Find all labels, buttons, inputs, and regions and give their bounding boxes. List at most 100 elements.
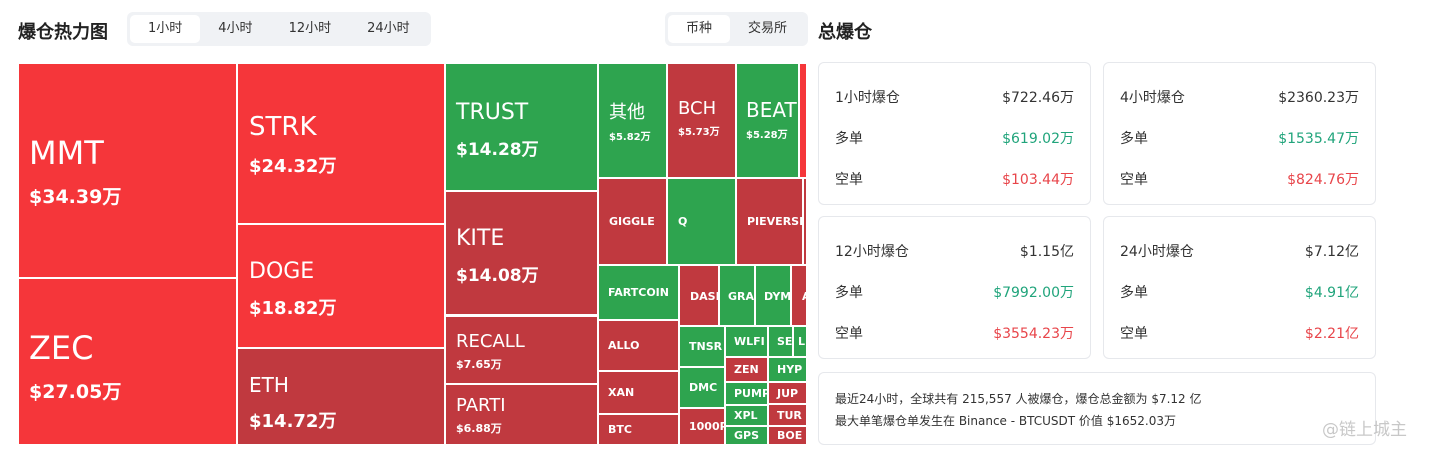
tile-value: $6.88万 <box>456 422 502 435</box>
summary-row: 空单 $3554.23万 <box>835 323 1074 343</box>
tile-name: BOE <box>777 429 803 442</box>
tile[interactable]: BEAT $5.28万 <box>736 63 799 178</box>
tile-name: 其他 <box>609 102 645 123</box>
summary-card: 1小时爆仓 $722.46万多单 $619.02万 空单 $103.44万 <box>818 62 1091 205</box>
tile[interactable]: GRAS <box>719 265 755 326</box>
row-value: $7.12亿 <box>1304 244 1359 260</box>
tile[interactable]: L <box>793 326 807 357</box>
tab[interactable]: 4小时 <box>218 21 253 36</box>
tile-name: 1000P <box>689 420 725 433</box>
summary-row: 空单 $824.76万 <box>1120 169 1359 189</box>
tile-name: XPL <box>734 409 758 422</box>
row-value: $1535.47万 <box>1278 131 1359 147</box>
tile[interactable]: DASH <box>679 265 719 326</box>
tile-name: XAN <box>608 386 635 399</box>
tile[interactable]: ZEC $27.05万 <box>18 278 237 445</box>
tile-name: TRUST <box>456 100 529 125</box>
row-value: $824.76万 <box>1287 172 1359 188</box>
tile-name: PUMP <box>734 387 768 400</box>
tile-name: ZEC <box>29 329 94 367</box>
tile[interactable]: PIEVERSE <box>736 178 803 265</box>
tile[interactable]: XAN <box>598 371 679 414</box>
tile-name: BCH <box>678 98 717 119</box>
note-line: 最大单笔爆仓单发生在 Binance - BTCUSDT 价值 $1652.03… <box>835 414 1176 428</box>
row-label: 空单 <box>835 326 863 342</box>
treemap: MMT $34.39万 ZEC $27.05万 STRK $24.32万 DOGE $18.8… <box>18 63 807 445</box>
tile[interactable]: DOGE $18.82万 <box>237 224 445 348</box>
tile-value: $5.73万 <box>678 127 720 138</box>
tile[interactable]: Q <box>667 178 736 265</box>
tab[interactable]: 交易所 <box>748 21 788 36</box>
summary-row: 空单 $103.44万 <box>835 169 1074 189</box>
row-value: $2.21亿 <box>1304 326 1359 342</box>
row-label: 多单 <box>1120 285 1148 301</box>
tile[interactable]: WLFI <box>725 326 768 357</box>
tile-value: $34.39万 <box>29 186 122 208</box>
row-label: 多单 <box>835 131 863 147</box>
tile[interactable]: ETH $14.72万 <box>237 348 445 445</box>
tile-value: $5.28万 <box>746 130 788 141</box>
tile[interactable]: DMC <box>679 367 725 408</box>
summary-row: 多单 $4.91亿 <box>1120 282 1359 302</box>
tile-value: $5.82万 <box>609 132 651 143</box>
tile[interactable]: A <box>791 265 807 326</box>
row-value: $722.46万 <box>1002 90 1074 106</box>
tile[interactable]: MMT $34.39万 <box>18 63 237 278</box>
tab[interactable]: 24小时 <box>367 21 410 36</box>
summary-row: 多单 $7992.00万 <box>835 282 1074 302</box>
tab[interactable]: 1小时 <box>130 15 201 43</box>
tile[interactable]: RECALL $7.65万 <box>445 316 598 384</box>
tile-value: $24.32万 <box>249 156 337 177</box>
tab[interactable]: 12小时 <box>288 21 332 36</box>
tile[interactable]: ZEN <box>725 357 768 382</box>
tile-name: L <box>798 335 806 348</box>
row-value: $4.91亿 <box>1304 285 1359 301</box>
tile[interactable]: PARTI $6.88万 <box>445 384 598 445</box>
tile[interactable]: JUP <box>768 382 807 404</box>
watermark: @链上城主 <box>1322 420 1407 440</box>
tile-value: $7.65万 <box>456 358 502 371</box>
tile[interactable]: SE <box>768 326 793 357</box>
tile-name: BEAT <box>746 98 797 122</box>
tile-name: BTC <box>608 423 632 436</box>
tile[interactable]: KITE $14.08万 <box>445 191 598 315</box>
tile-name: MMT <box>29 134 104 172</box>
tile[interactable]: STRK $24.32万 <box>237 63 445 224</box>
tile[interactable]: 其他 $5.82万 <box>598 63 667 178</box>
tile-name: DMC <box>689 381 718 394</box>
tile[interactable]: PUMP <box>725 382 768 405</box>
tile[interactable]: FARTCOIN <box>598 265 679 320</box>
row-label: 多单 <box>835 285 863 301</box>
tile[interactable]: BTC <box>598 414 679 445</box>
row-label: 4小时爆仓 <box>1120 90 1185 106</box>
note-card: 最近24小时，全球共有 215,557 人被爆仓，爆仓总金额为 $7.12 亿 … <box>818 372 1376 445</box>
tab[interactable]: 币种 <box>668 15 731 43</box>
row-value: $3554.23万 <box>993 326 1074 342</box>
tile[interactable]: TUR <box>768 404 807 426</box>
tile[interactable]: BOE <box>768 426 807 445</box>
tile-name: HYP <box>777 363 803 376</box>
tile[interactable]: XPL <box>725 405 768 426</box>
summary-row: 多单 $619.02万 <box>835 128 1074 148</box>
summary-row: 24小时爆仓 $7.12亿 <box>1120 241 1359 261</box>
summary-row: 1小时爆仓 $722.46万 <box>835 87 1074 107</box>
row-label: 1小时爆仓 <box>835 90 900 106</box>
tile-name: DASH <box>690 290 718 303</box>
tile-value: $14.28万 <box>456 140 539 160</box>
row-value: $7992.00万 <box>993 285 1074 301</box>
summary-row: 12小时爆仓 $1.15亿 <box>835 241 1074 261</box>
tile[interactable]: DYM <box>755 265 791 326</box>
tile[interactable]: TRUST $14.28万 <box>445 63 598 191</box>
tile[interactable]: 1000P <box>679 408 725 445</box>
tile-name: PIEVERSE <box>747 215 803 228</box>
tile[interactable]: TNSR <box>679 326 725 367</box>
tile-name: TUR <box>777 409 802 422</box>
tile[interactable]: GIGGLE <box>598 178 667 265</box>
tile[interactable]: HYP <box>768 357 807 382</box>
tile[interactable]: ALLO <box>598 320 679 371</box>
tile-name: SE <box>777 335 793 348</box>
tile[interactable]: GPS <box>725 426 768 445</box>
tile-name: TNSR <box>689 340 723 353</box>
tile[interactable]: BCH $5.73万 <box>667 63 736 178</box>
tile-name: DYM <box>764 290 791 303</box>
